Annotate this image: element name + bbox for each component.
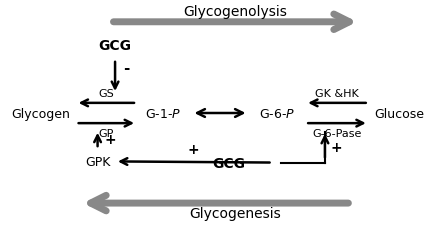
Text: Glucose: Glucose [374, 107, 424, 120]
Text: Glycogen: Glycogen [11, 107, 70, 120]
Text: G-6-$P$: G-6-$P$ [259, 107, 295, 120]
Text: GK &HK: GK &HK [315, 89, 359, 99]
Text: +: + [104, 132, 116, 146]
Text: G-1-$P$: G-1-$P$ [145, 107, 181, 120]
Text: -: - [123, 61, 129, 76]
Text: GCG: GCG [212, 156, 245, 170]
Text: +: + [188, 142, 200, 156]
Text: GPK: GPK [85, 155, 110, 168]
Text: Glycogenesis: Glycogenesis [190, 206, 281, 220]
Text: GS: GS [99, 89, 114, 99]
Text: Glycogenolysis: Glycogenolysis [183, 5, 287, 18]
Text: GCG: GCG [99, 39, 132, 53]
Text: GP: GP [99, 128, 114, 138]
Text: +: + [330, 140, 342, 154]
Text: G-6-Pase: G-6-Pase [312, 128, 362, 138]
